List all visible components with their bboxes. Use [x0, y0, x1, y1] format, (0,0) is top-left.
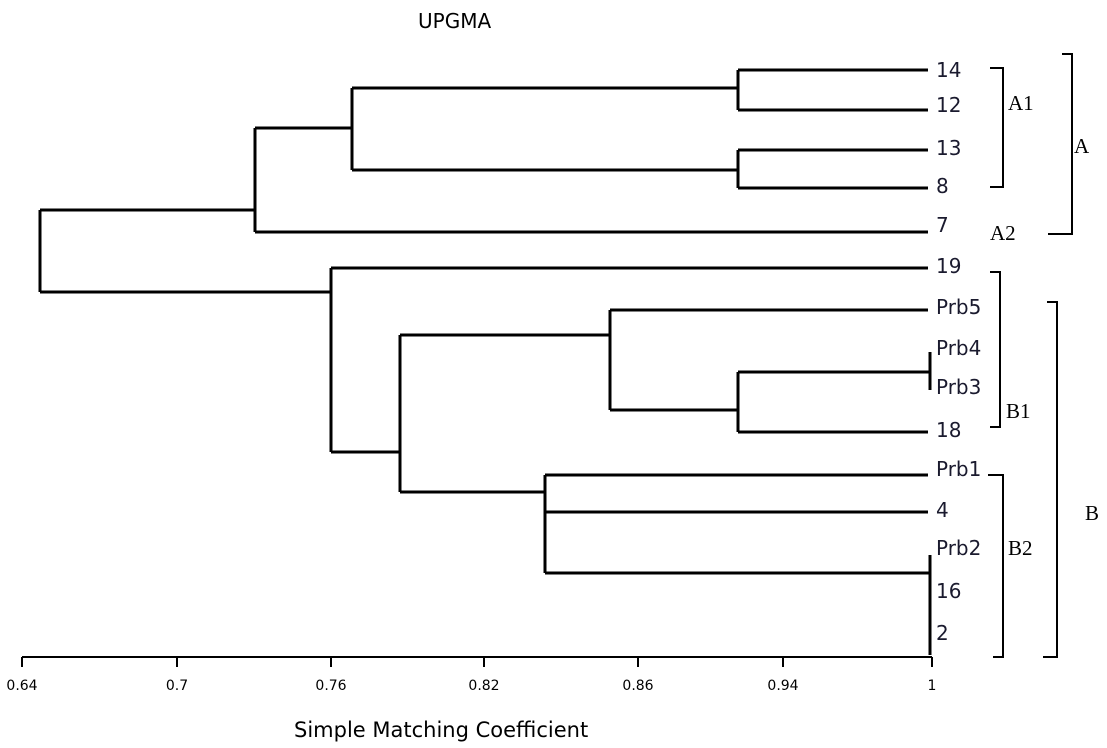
leaf-label-16: 16 [936, 579, 961, 603]
group-label-b2: B2 [1008, 536, 1033, 560]
chart-title: UPGMA [418, 9, 492, 33]
tick-label: 0.82 [468, 678, 499, 694]
leaf-label-7: 7 [936, 213, 949, 237]
group-label-a1: A1 [1008, 91, 1034, 115]
tick-label: 1 [928, 678, 937, 694]
leaf-label-prb4: Prb4 [936, 336, 981, 360]
tick-label: 0.94 [767, 678, 798, 694]
leaf-label-prb1: Prb1 [936, 457, 981, 481]
group-label-b1: B1 [1006, 399, 1031, 423]
leaf-label-prb2: Prb2 [936, 536, 981, 560]
leaf-label-12: 12 [936, 93, 961, 117]
leaf-label-13: 13 [936, 136, 961, 160]
leaf-label-4: 4 [936, 498, 949, 522]
x-axis: 0.64 0.7 0.76 0.82 0.86 0.94 1 [6, 656, 937, 694]
x-axis-label: Simple Matching Coefficient [294, 718, 589, 742]
group-labels: A1 A A2 B1 B2 B [990, 91, 1099, 560]
group-label-b: B [1085, 501, 1099, 525]
bracket-b [1043, 301, 1058, 658]
tick-label: 0.76 [315, 678, 346, 694]
leaf-label-prb3: Prb3 [936, 375, 981, 399]
tick-label: 0.86 [622, 678, 653, 694]
bracket-b1 [990, 271, 1001, 428]
leaf-label-18: 18 [936, 418, 961, 442]
tree-branches [38, 68, 932, 655]
group-brackets [988, 53, 1073, 658]
bracket-a1 [990, 67, 1004, 188]
leaf-label-prb5: Prb5 [936, 295, 981, 319]
group-label-a2: A2 [990, 221, 1016, 245]
leaf-label-14: 14 [936, 58, 961, 82]
bracket-a [1048, 53, 1073, 235]
group-label-a: A [1074, 134, 1090, 158]
leaf-label-19: 19 [936, 254, 961, 278]
bracket-b2 [988, 474, 1004, 658]
tick-label: 0.64 [6, 678, 37, 694]
leaf-label-2: 2 [936, 621, 949, 645]
leaf-labels: 14 12 13 8 7 19 Prb5 Prb4 Prb3 18 Prb1 4 Prb2 16 2 [936, 58, 981, 645]
leaf-label-8: 8 [936, 174, 949, 198]
tick-label: 0.7 [166, 678, 188, 694]
